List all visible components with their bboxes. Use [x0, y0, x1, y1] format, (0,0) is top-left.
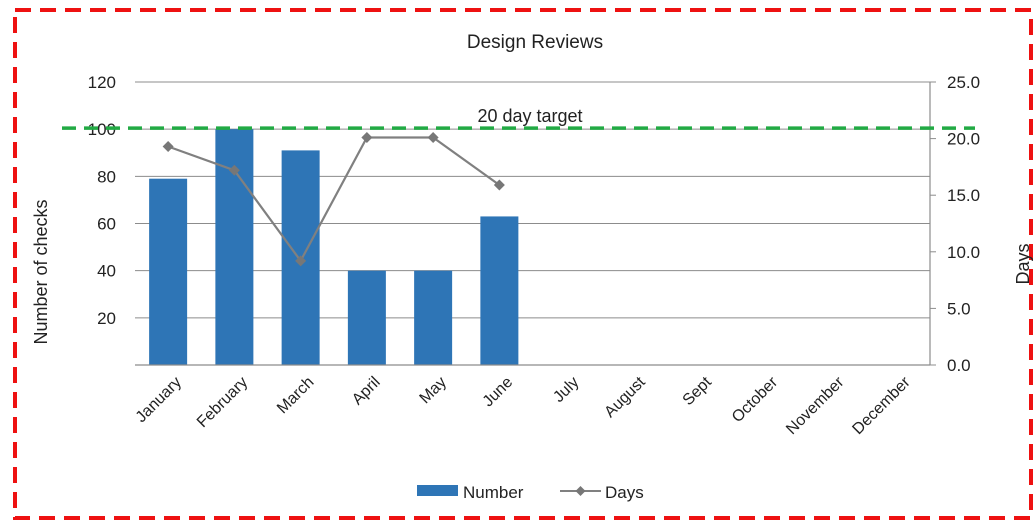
x-tick-label: February	[194, 374, 251, 431]
bars	[149, 129, 519, 365]
y2-tick-label: 25.0	[947, 73, 980, 92]
y-tick-label: 60	[97, 215, 116, 234]
bar-number	[414, 270, 453, 365]
x-tick-label: August	[601, 373, 649, 421]
axes: 20 40 60 80 100 120 0.0 5.0 10.0 15.0 20.0 25.0	[88, 73, 980, 375]
target-label: 20 day target	[477, 106, 582, 126]
x-tick-label: December	[849, 373, 914, 438]
chart-title: Design Reviews	[467, 32, 603, 53]
legend-days-label: Days	[605, 483, 644, 502]
y-tick-label: 20	[97, 309, 116, 328]
days-marker	[228, 164, 240, 176]
y2-tick-label: 15.0	[947, 186, 980, 205]
y-tick-label: 40	[97, 262, 116, 281]
legend-number-label: Number	[463, 483, 524, 502]
days-marker	[427, 131, 439, 143]
x-tick-labels: January February March April May June July Augu…	[133, 373, 914, 438]
x-tick-label: November	[783, 373, 848, 438]
y2-tick-label: 20.0	[947, 130, 980, 149]
x-tick-label: Sept	[680, 373, 716, 409]
y-tick-label: 100	[88, 120, 116, 139]
x-tick-label: October	[729, 373, 782, 426]
days-marker	[361, 131, 373, 143]
y2-tick-label: 0.0	[947, 356, 971, 375]
x-tick-label: May	[417, 374, 450, 407]
chart-border	[13, 8, 1033, 520]
days-series-line	[167, 136, 501, 263]
legend-number-swatch	[417, 485, 458, 496]
x-tick-label: June	[480, 374, 517, 411]
x-tick-label: July	[550, 374, 582, 406]
target-line-group: 20 day target	[62, 106, 975, 130]
y-tick-label: 80	[97, 167, 116, 186]
days-marker	[162, 141, 174, 153]
x-tick-label: January	[133, 374, 185, 426]
bar-number	[480, 216, 519, 365]
bar-number	[347, 270, 386, 365]
y2-tick-label: 10.0	[947, 243, 980, 262]
y-axis-label: Number of checks	[31, 199, 51, 344]
bar-number	[149, 178, 188, 365]
y-tick-label: 120	[88, 73, 116, 92]
y2-axis-label: Days	[1013, 243, 1033, 284]
legend-days-marker	[575, 486, 586, 496]
y2-tick-label: 5.0	[947, 299, 971, 318]
days-line	[162, 131, 505, 267]
x-tick-label: March	[274, 374, 317, 417]
days-marker	[493, 179, 505, 191]
x-tick-label: April	[349, 374, 384, 409]
days-marker	[295, 255, 307, 267]
legend: Number Days	[417, 483, 644, 502]
